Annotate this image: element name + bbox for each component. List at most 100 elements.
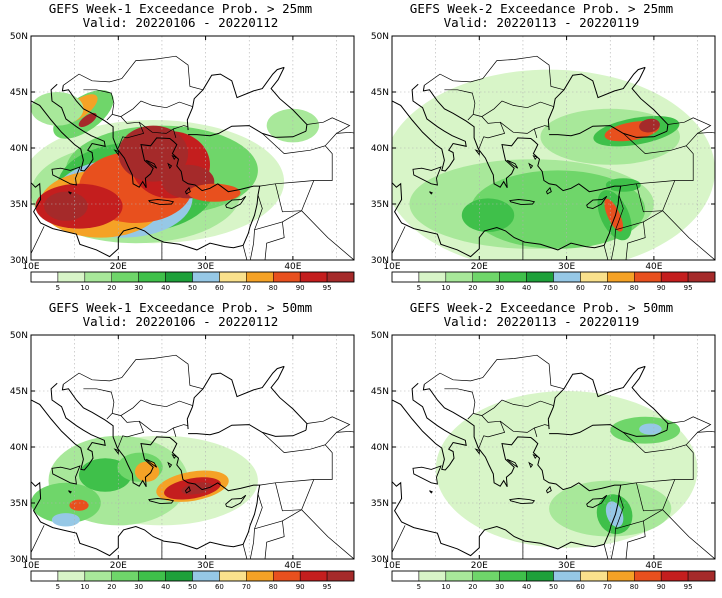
country-border [324, 131, 354, 147]
probability-contour [604, 198, 624, 232]
island-outline [429, 490, 433, 494]
country-border [138, 121, 189, 134]
colorbar-label: 5 [56, 284, 60, 292]
country-border [643, 509, 715, 559]
colorbar-swatch [111, 570, 139, 582]
colorbar-swatch [391, 570, 420, 582]
probability-contour [51, 513, 80, 527]
country-border [112, 413, 145, 449]
y-tick-label: 40N [371, 443, 389, 453]
island-outline [412, 465, 442, 485]
island-outline [506, 458, 519, 468]
country-border [685, 131, 715, 147]
coastline [353, 396, 354, 399]
map-figure: 10E 20E 30E 40E 30N 35N 40N 45N 50N 5 10 20 30 40 50 60… [371, 32, 716, 292]
country-border [620, 432, 694, 486]
island-outline [509, 498, 536, 505]
colorbar-swatch [84, 271, 113, 283]
coastline [61, 384, 261, 545]
coastline [422, 85, 622, 246]
probability-contour [461, 198, 515, 232]
country-border [242, 245, 248, 260]
colorbar-swatch [219, 271, 247, 283]
colorbar-swatch [192, 570, 220, 582]
y-tick-label: 40N [10, 144, 28, 154]
country-border [306, 117, 351, 134]
country-border [249, 194, 263, 260]
colorbar-label: 80 [630, 284, 639, 292]
island-outline [225, 195, 247, 209]
country-border [685, 430, 715, 446]
map-lines [31, 335, 354, 559]
probability-contour [31, 92, 84, 126]
colorbar-label: 90 [296, 284, 305, 292]
map-lines [31, 36, 354, 260]
coastline [547, 66, 646, 131]
island-outline [586, 494, 608, 508]
country-border [444, 388, 476, 420]
x-tick-label: 10E [22, 561, 39, 571]
colorbar-swatch [660, 570, 689, 582]
x-tick-label: 20E [471, 561, 488, 571]
country-border [138, 420, 189, 433]
colorbar-label: 10 [441, 284, 450, 292]
coastline [631, 67, 669, 132]
island-outline [148, 498, 175, 505]
probability-contour [266, 108, 320, 143]
probability-contour [522, 181, 558, 204]
country-border [120, 100, 193, 117]
colorbar: 5 10 20 30 40 50 60 70 80 90 95 [30, 271, 355, 292]
x-tick-label: 40E [645, 561, 662, 571]
colorbar-label: 95 [323, 284, 332, 292]
island-outline [225, 494, 247, 508]
island-outline [586, 195, 608, 209]
map-figure: 10E 20E 30E 40E 30N 35N 40N 45N 50N 5 10 20 30 40 50 60… [371, 331, 716, 591]
country-border [172, 427, 177, 437]
colorbar-label: 30 [495, 583, 504, 591]
colorbar-label: 40 [522, 583, 531, 591]
x-tick-label: 10E [383, 561, 400, 571]
colorbar-frame [30, 271, 355, 283]
probability-contour [78, 112, 97, 128]
country-border [610, 194, 624, 260]
country-border [282, 509, 354, 559]
coastline [61, 85, 261, 246]
colorbar-swatch [57, 271, 86, 283]
coastline [31, 382, 106, 471]
colorbar-swatch [30, 570, 59, 582]
colorbar-label: 20 [107, 284, 116, 292]
country-border [610, 493, 624, 559]
probability-contour [639, 118, 660, 133]
y-tick-label: 45N [10, 88, 28, 98]
probability-contour [188, 183, 241, 202]
colorbar: 5 10 20 30 40 50 60 70 80 90 95 [391, 570, 716, 591]
coastline [188, 424, 307, 437]
y-tick-label: 30N [371, 256, 389, 266]
country-border [254, 221, 285, 260]
coastline [31, 481, 244, 557]
island-outline [429, 191, 433, 195]
coastline [186, 365, 285, 430]
x-tick-label: 40E [645, 262, 662, 272]
colorbar-swatch [219, 570, 247, 582]
colorbar-swatch [607, 271, 635, 283]
colorbar-label: 90 [657, 284, 666, 292]
country-border [533, 427, 538, 437]
island-outline [145, 458, 158, 468]
colorbar-swatch [580, 271, 608, 283]
coastline [392, 83, 467, 172]
island-outline [532, 155, 538, 161]
x-tick-label: 20E [110, 561, 127, 571]
country-border [636, 479, 676, 512]
colorbar-label: 95 [684, 583, 693, 591]
coastline [714, 396, 715, 399]
colorbar-swatch [246, 570, 274, 582]
y-tick-label: 35N [10, 200, 28, 210]
coastline [422, 384, 622, 545]
country-border [603, 544, 609, 559]
country-border [533, 128, 538, 138]
colorbar-label: 30 [134, 284, 143, 292]
country-border [473, 413, 506, 449]
colorbar-label: 20 [107, 583, 116, 591]
coastline [186, 66, 285, 131]
